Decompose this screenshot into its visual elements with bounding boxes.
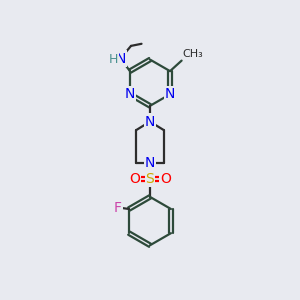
Text: N: N (115, 52, 126, 65)
Text: N: N (145, 115, 155, 129)
Text: O: O (129, 172, 140, 186)
Text: CH₃: CH₃ (182, 49, 203, 59)
Text: O: O (160, 172, 171, 186)
Text: F: F (113, 201, 122, 215)
Text: N: N (165, 87, 175, 101)
Text: N: N (145, 156, 155, 170)
Text: N: N (125, 87, 135, 101)
Text: H: H (109, 53, 119, 66)
Text: S: S (146, 172, 154, 186)
